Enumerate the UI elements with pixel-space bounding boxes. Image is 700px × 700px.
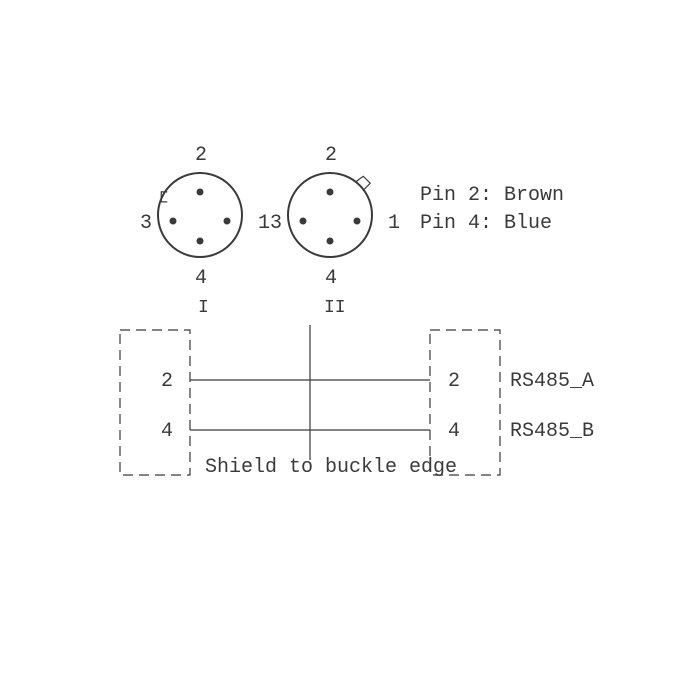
- pin-3-label: 3: [270, 212, 282, 235]
- left-connector-box: [120, 330, 190, 475]
- pin-3-label: 3: [140, 212, 152, 235]
- signal-label-RS485_A: RS485_A: [510, 370, 594, 393]
- pin-4-label: 4: [325, 267, 337, 290]
- pin-2-label: 2: [325, 144, 337, 167]
- pin-1-label: 1: [388, 212, 400, 235]
- pin-1-dot: [224, 218, 231, 225]
- wire-right-pin-2: 2: [448, 370, 460, 393]
- pin-1-dot: [354, 218, 361, 225]
- signal-label-RS485_B: RS485_B: [510, 420, 594, 443]
- wire-left-pin-2: 2: [161, 370, 173, 393]
- right-connector-box: [430, 330, 500, 475]
- pin-2-dot: [197, 189, 204, 196]
- pin-4-dot: [327, 238, 334, 245]
- pin-3-dot: [170, 218, 177, 225]
- pin-2-label: 2: [195, 144, 207, 167]
- pin-2-dot: [327, 189, 334, 196]
- connector-pinout-diagram: 1 2 3 4 I 1 2 3 4 II Pin 2: Brown Pin 4: Blue 2 2 RS48…: [0, 0, 700, 700]
- shield-label: Shield to buckle edge: [205, 456, 457, 479]
- wire-left-pin-4: 4: [161, 420, 173, 443]
- wire-right-pin-4: 4: [448, 420, 460, 443]
- legend-line-0: Pin 2: Brown: [420, 184, 564, 207]
- legend-line-1: Pin 4: Blue: [420, 212, 552, 235]
- pin-1-label: 1: [258, 212, 270, 235]
- pin-4-dot: [197, 238, 204, 245]
- connector-id-I: I: [198, 298, 209, 318]
- connector-II: 1 2 3 4 II: [270, 144, 400, 318]
- connector-id-II: II: [324, 298, 346, 318]
- pin-3-dot: [300, 218, 307, 225]
- pin-4-label: 4: [195, 267, 207, 290]
- connector-I: 1 2 3 4 I: [140, 144, 270, 318]
